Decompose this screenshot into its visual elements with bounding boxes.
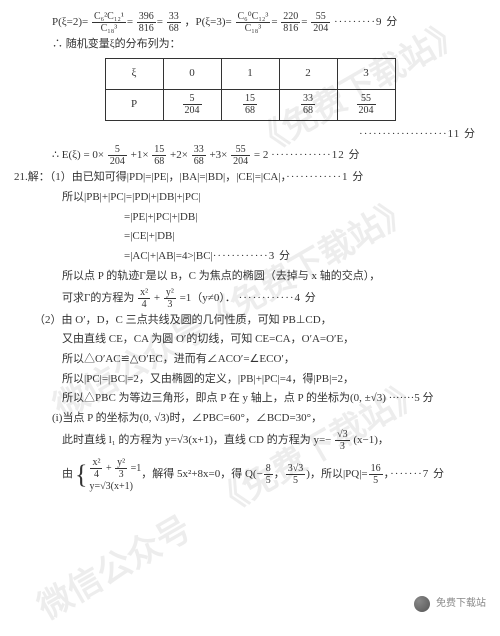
p2-head: （2）由 O′，D，C 三点共线及圆的几何性质，可知 PB⊥CD， [14,311,486,330]
p2-l1: 又由直线 CE，CA 为圆 O′的切线，可知 CE=CA，O′A=O′E， [14,330,486,349]
p2-i-head: (i)当点 P 的坐标为(0, √3)时，∠PBC=60°，∠BCD=30°， [14,409,486,428]
watermark-4: 微信公众号 [27,501,203,636]
expectation: ∴ E(ξ) = 0× 5204 +1× 1568 +2× 3368 +3× 5… [14,144,486,167]
p2-l3: 所以|PC|=|BC|=2，又由椭圆的定义，|PB|+|PC|=4，得|PB|=… [14,370,486,389]
distribution-table: ξ 0 1 2 3 P 5204 1568 3368 55204 [105,58,396,121]
p21-l3: =|CE|+|DB| [14,227,486,246]
p21-l6: 可求Γ的方程为 x²4 + y²3 =1（y≠0）． ············4… [14,287,486,310]
eq-p2-p3: P(ξ=2)= C₆²C₁₂¹C₁₈³= 396816= 3368 ，P(ξ=3… [14,11,486,34]
score-11: ···················11 分 [14,125,486,144]
p21-l1: 所以|PB|+|PC|=|PD|+|DB|+|PC| [14,188,486,207]
wechat-icon [414,596,430,612]
footer: 免费下载站 [414,595,486,612]
p2-l2: 所以△O′AC≌△O′EC，进而有∠ACO′=∠ECO′， [14,350,486,369]
p21-head: 21.解：（1）由已知可得|PD|=|PE|，|BA|=|BD|，|CE|=|C… [14,168,486,187]
p21-l4: =|AC|+|AB|=4>|BC|············3 分 [14,247,486,266]
p21-l5: 所以点 P 的轨迹Γ是以 B，C 为焦点的椭圆（去掉与 x 轴的交点）， [14,267,486,286]
footer-text: 免费下载站 [436,595,486,612]
p2-system: 由 { x²4 + y²3 =1 y=√3(x+1) ，解得 5x²+8x=0，… [14,453,486,497]
p2-l4: 所以△PBC 为等边三角形，即点 P 在 y 轴上，点 P 的坐标为(0, ±√… [14,389,486,408]
dist-intro: ∴ 随机变量ξ的分布列为： [14,35,486,54]
p21-l2: =|PE|+|PC|+|DB| [14,208,486,227]
p2-i-l1: 此时直线 l₁ 的方程为 y=√3(x+1)，直线 CD 的方程为 y=− √3… [14,429,486,452]
